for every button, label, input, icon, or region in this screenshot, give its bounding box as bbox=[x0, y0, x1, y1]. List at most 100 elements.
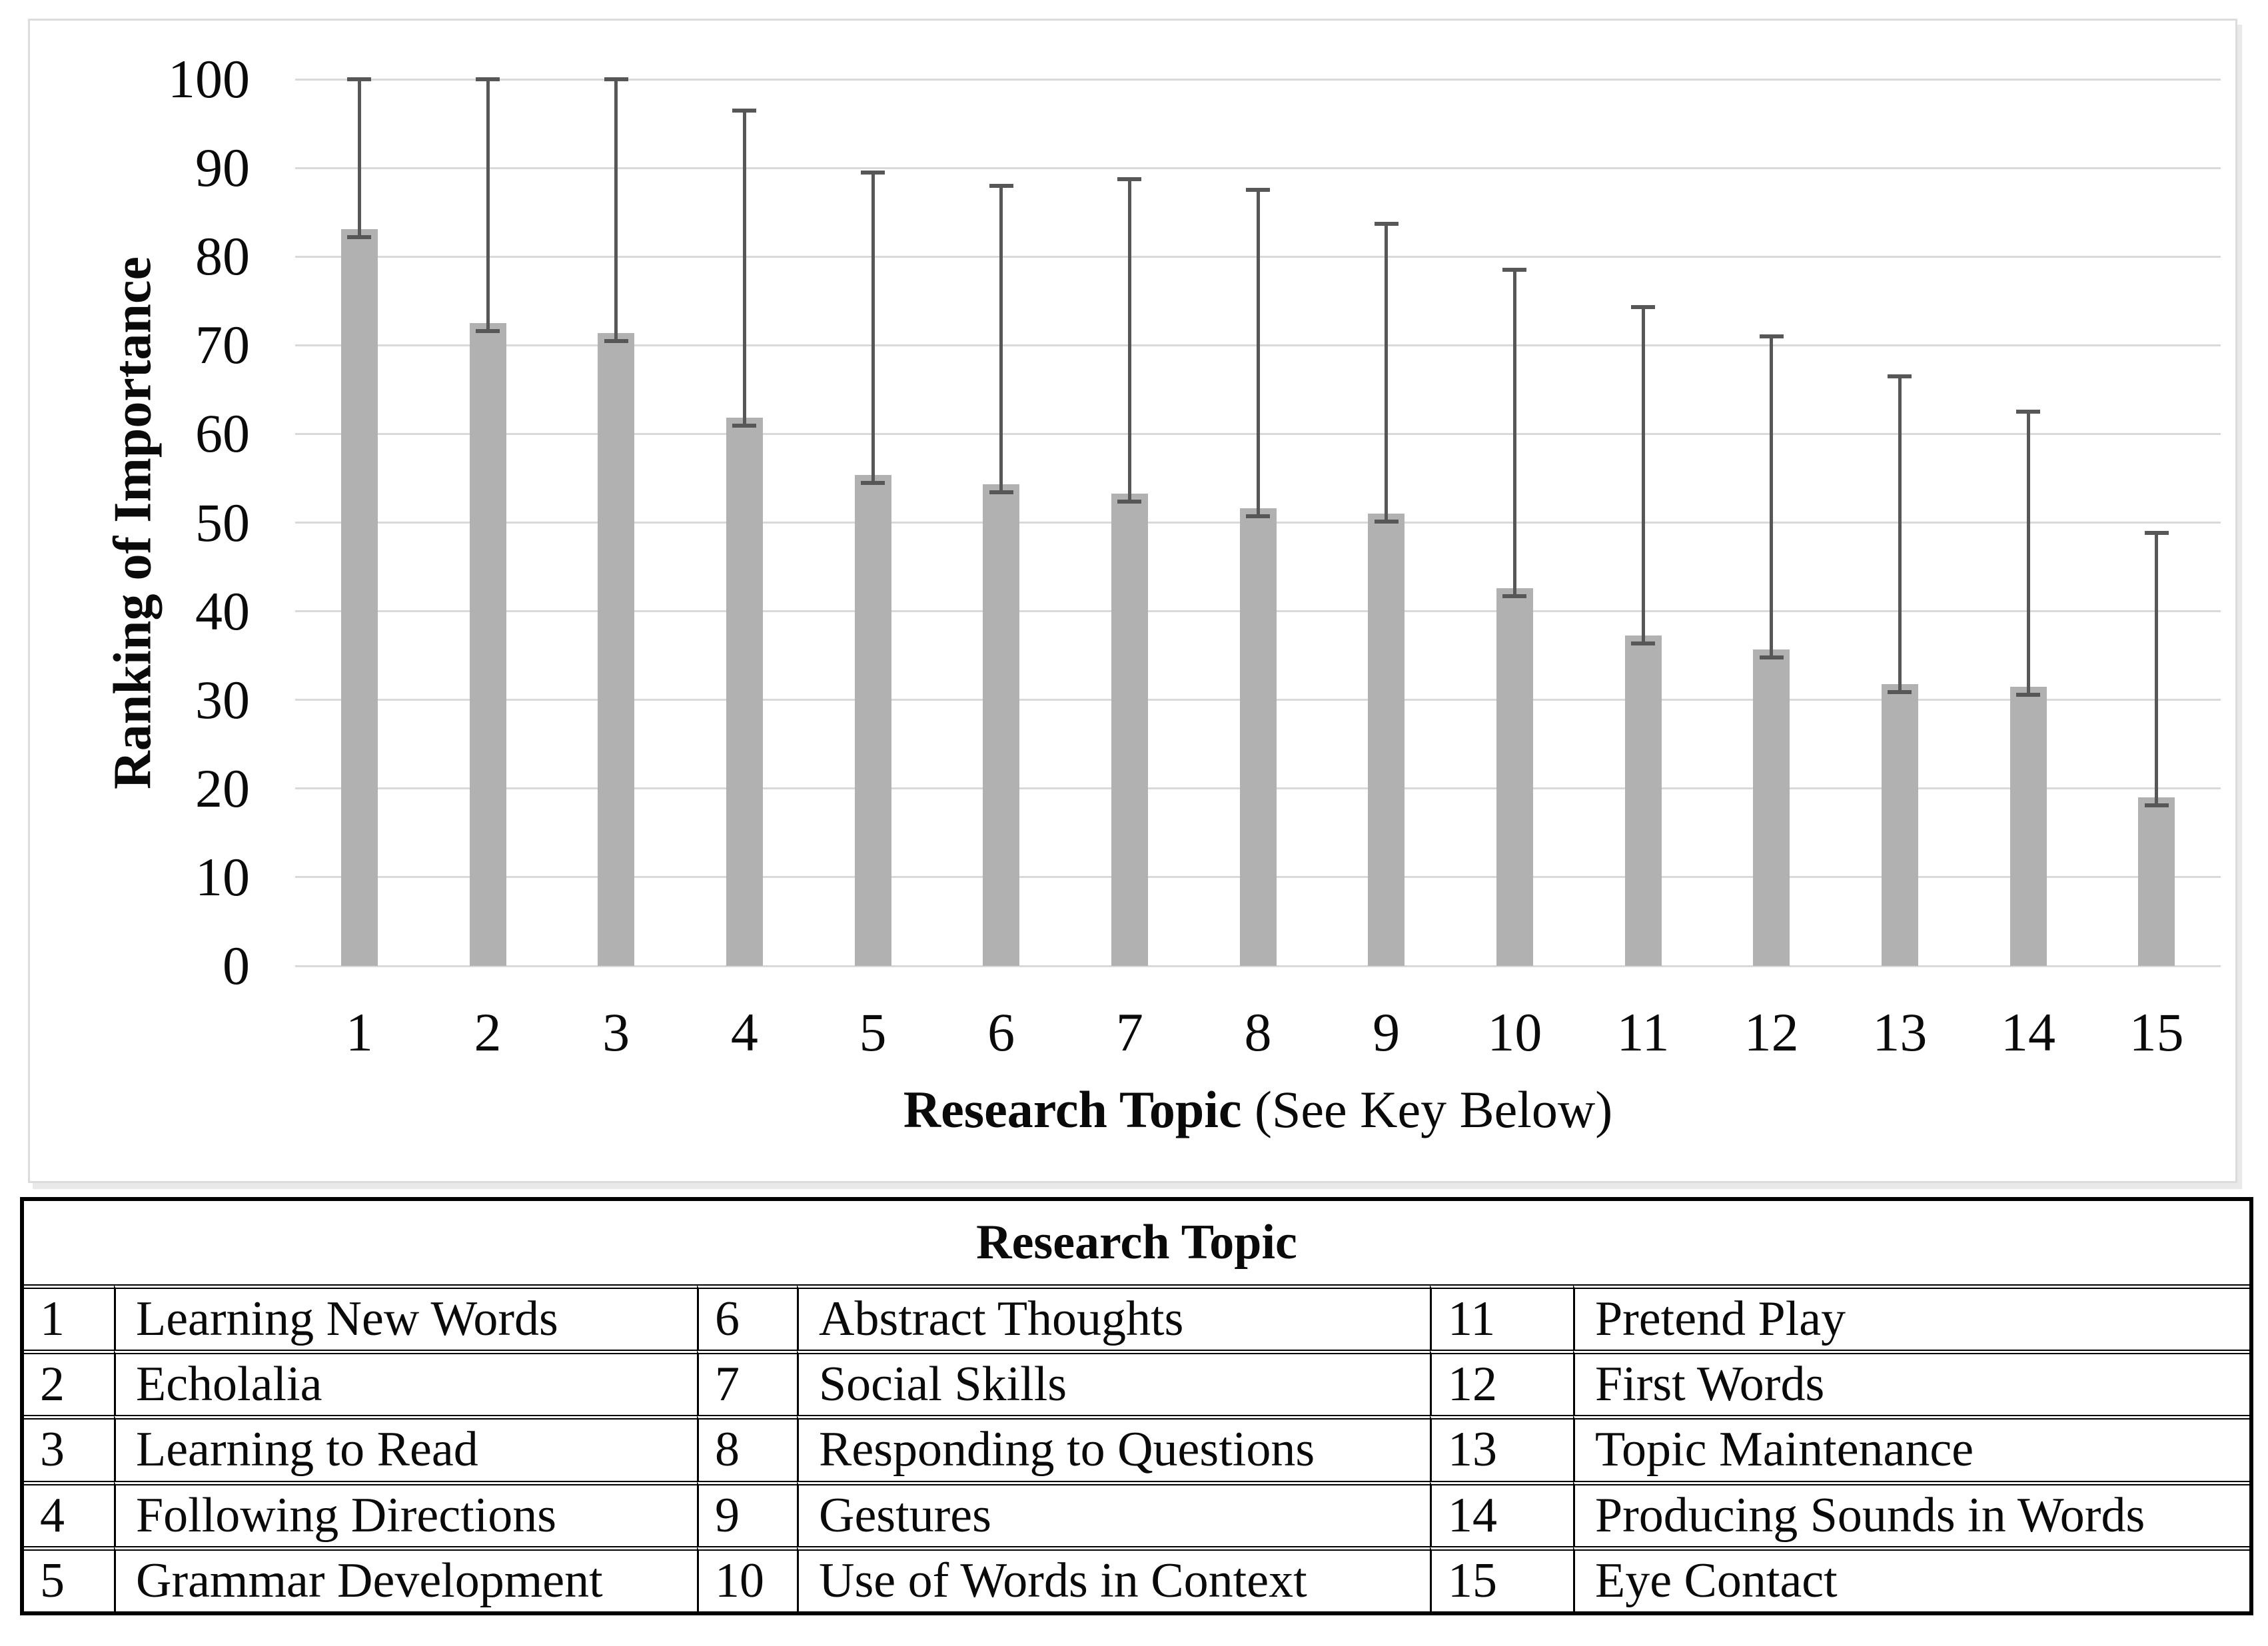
bar bbox=[1111, 493, 1148, 966]
key-number-cell: 10 bbox=[697, 1545, 797, 1611]
error-bar-top-cap bbox=[347, 77, 372, 81]
error-bar bbox=[2155, 533, 2159, 806]
error-bar-bottom-cap bbox=[476, 329, 500, 334]
key-topic-cell: Grammar Development bbox=[114, 1545, 697, 1611]
key-topic-cell: Echolalia bbox=[114, 1350, 697, 1416]
x-tick-label: 4 bbox=[730, 1002, 758, 1062]
key-topic-cell: Abstract Thoughts bbox=[797, 1284, 1430, 1350]
error-bar bbox=[486, 79, 490, 332]
key-topic-cell: Responding to Questions bbox=[797, 1415, 1430, 1481]
error-bar bbox=[1898, 376, 1902, 692]
bar bbox=[1239, 508, 1277, 966]
x-axis-baseline bbox=[295, 965, 2221, 967]
error-bar-top-cap bbox=[476, 77, 500, 81]
error-bar-top-cap bbox=[989, 183, 1013, 188]
error-bar-bottom-cap bbox=[1117, 499, 1142, 504]
error-bar bbox=[614, 79, 618, 341]
x-tick-label: 10 bbox=[1487, 1002, 1542, 1062]
error-bar bbox=[1770, 336, 1774, 657]
key-number-cell: 6 bbox=[697, 1284, 797, 1350]
x-axis-title-bold: Research Topic bbox=[903, 1080, 1242, 1138]
bar bbox=[598, 332, 635, 966]
error-bar-bottom-cap bbox=[347, 234, 372, 239]
key-table-title: Research Topic bbox=[976, 1215, 1297, 1270]
key-topic-cell: Topic Maintenance bbox=[1573, 1415, 2249, 1481]
x-tick-label: 8 bbox=[1244, 1002, 1272, 1062]
bar bbox=[340, 228, 378, 966]
key-number-cell: 13 bbox=[1430, 1415, 1573, 1481]
error-bar-top-cap bbox=[1246, 188, 1270, 193]
error-bar bbox=[357, 79, 361, 237]
y-tick-label: 10 bbox=[195, 846, 250, 907]
key-topic-cell: Pretend Play bbox=[1573, 1284, 2249, 1350]
error-bar-bottom-cap bbox=[989, 490, 1013, 495]
error-bar-top-cap bbox=[2016, 410, 2040, 414]
key-number-cell: 14 bbox=[1430, 1480, 1573, 1546]
bar bbox=[469, 323, 506, 966]
error-bar bbox=[2026, 412, 2030, 695]
gridline bbox=[295, 167, 2221, 169]
bar bbox=[983, 484, 1020, 966]
x-tick-label: 11 bbox=[1616, 1002, 1670, 1062]
x-tick-label: 9 bbox=[1373, 1002, 1401, 1062]
plot-area bbox=[295, 77, 2221, 967]
error-bar bbox=[1385, 223, 1389, 522]
error-bar-bottom-cap bbox=[604, 338, 628, 343]
key-topic-cell: Learning New Words bbox=[114, 1284, 697, 1350]
error-bar-top-cap bbox=[1502, 268, 1527, 272]
y-tick-label: 50 bbox=[195, 492, 250, 553]
error-bar-bottom-cap bbox=[1374, 520, 1399, 524]
error-bar-bottom-cap bbox=[2016, 692, 2040, 697]
chart-figure: Ranking of Importance 0 10 20 30 40 50 60 70 80 9… bbox=[28, 19, 2237, 1183]
y-tick-label: 90 bbox=[195, 137, 250, 199]
error-bar-bottom-cap bbox=[732, 424, 757, 428]
error-bar bbox=[742, 110, 746, 426]
x-tick-label: 15 bbox=[2129, 1002, 2184, 1062]
y-tick-label: 30 bbox=[195, 669, 250, 730]
error-bar-bottom-cap bbox=[1246, 514, 1270, 519]
error-bar-bottom-cap bbox=[1759, 655, 1784, 659]
error-bar bbox=[999, 185, 1003, 493]
bar bbox=[1753, 649, 1790, 966]
bar bbox=[1881, 683, 1918, 966]
x-tick-label: 14 bbox=[2000, 1002, 2055, 1062]
key-topic-cell: Eye Contact bbox=[1573, 1545, 2249, 1611]
bar bbox=[2009, 686, 2047, 966]
x-tick-label: 12 bbox=[1744, 1002, 1799, 1062]
error-bar bbox=[871, 172, 875, 483]
key-table: Research Topic 1 Learning New Words 6 Abstr… bbox=[20, 1197, 2253, 1615]
key-number-cell: 2 bbox=[24, 1350, 114, 1415]
key-number-cell: 3 bbox=[24, 1415, 114, 1480]
key-number-cell: 9 bbox=[697, 1480, 797, 1546]
key-number-cell: 5 bbox=[24, 1545, 114, 1611]
error-bar-bottom-cap bbox=[1631, 641, 1655, 645]
key-topic-cell: Gestures bbox=[797, 1480, 1430, 1546]
key-topic-cell: Social Skills bbox=[797, 1350, 1430, 1416]
error-bar-top-cap bbox=[1759, 334, 1784, 338]
error-bar-top-cap bbox=[732, 108, 757, 113]
key-topic-cell: Learning to Read bbox=[114, 1415, 697, 1481]
error-bar-top-cap bbox=[861, 170, 885, 175]
y-tick-label: 60 bbox=[195, 403, 250, 464]
x-tick-label: 1 bbox=[345, 1002, 373, 1062]
error-bar-bottom-cap bbox=[1502, 594, 1527, 598]
error-bar-top-cap bbox=[1374, 221, 1399, 226]
key-number-cell: 1 bbox=[24, 1284, 114, 1350]
x-tick-label: 3 bbox=[602, 1002, 630, 1062]
x-tick-label: 2 bbox=[474, 1002, 502, 1062]
x-tick-label: 5 bbox=[859, 1002, 887, 1062]
key-number-cell: 11 bbox=[1430, 1284, 1573, 1350]
x-axis-title-suffix: (See Key Below) bbox=[1241, 1080, 1613, 1138]
error-bar-bottom-cap bbox=[2144, 803, 2169, 808]
gridline bbox=[295, 78, 2221, 81]
error-bar-top-cap bbox=[1631, 305, 1655, 310]
error-bar bbox=[1641, 307, 1645, 643]
bar bbox=[1496, 588, 1533, 966]
key-number-cell: 15 bbox=[1430, 1545, 1573, 1611]
y-tick-label: 0 bbox=[223, 935, 250, 996]
bar bbox=[1624, 635, 1662, 966]
error-bar bbox=[1256, 190, 1260, 517]
y-tick-label: 40 bbox=[195, 580, 250, 641]
bar bbox=[854, 474, 891, 966]
